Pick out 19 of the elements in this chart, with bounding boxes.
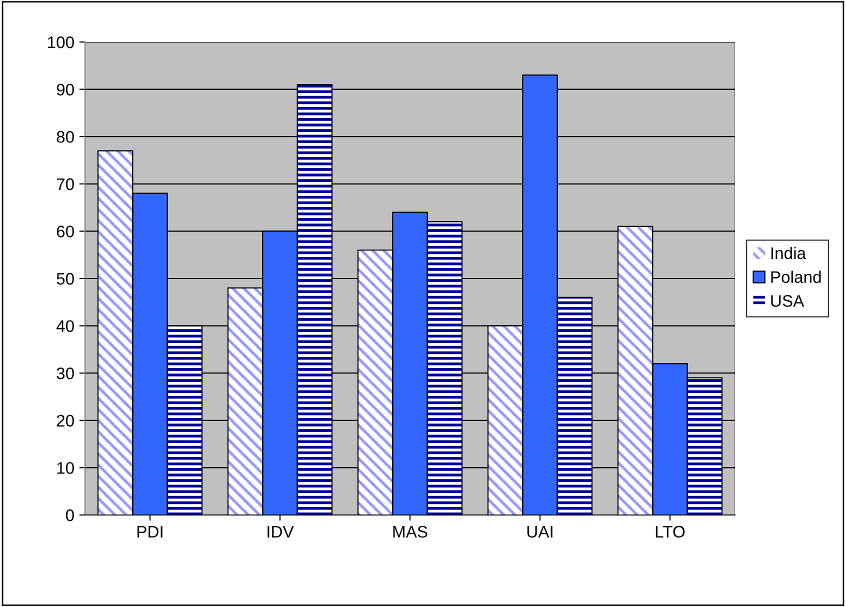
y-tick-label: 90	[56, 84, 74, 96]
y-tick-label: 10	[57, 462, 74, 474]
legend-label: USA	[771, 295, 804, 307]
y-tick-label: 70	[56, 178, 74, 190]
x-tick-label: UAI	[527, 526, 552, 538]
x-tick-label: MAS	[393, 526, 428, 538]
y-tick-label: 80	[56, 131, 74, 143]
x-tick-label: IDV	[268, 526, 294, 538]
x-tick-label: PDI	[137, 526, 162, 538]
y-tick-label: 50	[56, 272, 74, 285]
y-tick-label: 30	[56, 368, 74, 380]
y-tick-label: 60	[56, 226, 74, 238]
y-tick-label: 20	[56, 414, 74, 427]
legend-label: India	[771, 246, 806, 260]
y-tick-label: 0	[66, 509, 74, 522]
y-tick-label: 40	[56, 320, 74, 332]
y-tick-label: 100	[48, 36, 74, 48]
legend-label: Poland	[771, 270, 821, 283]
x-tick-label: LTO	[656, 526, 685, 538]
